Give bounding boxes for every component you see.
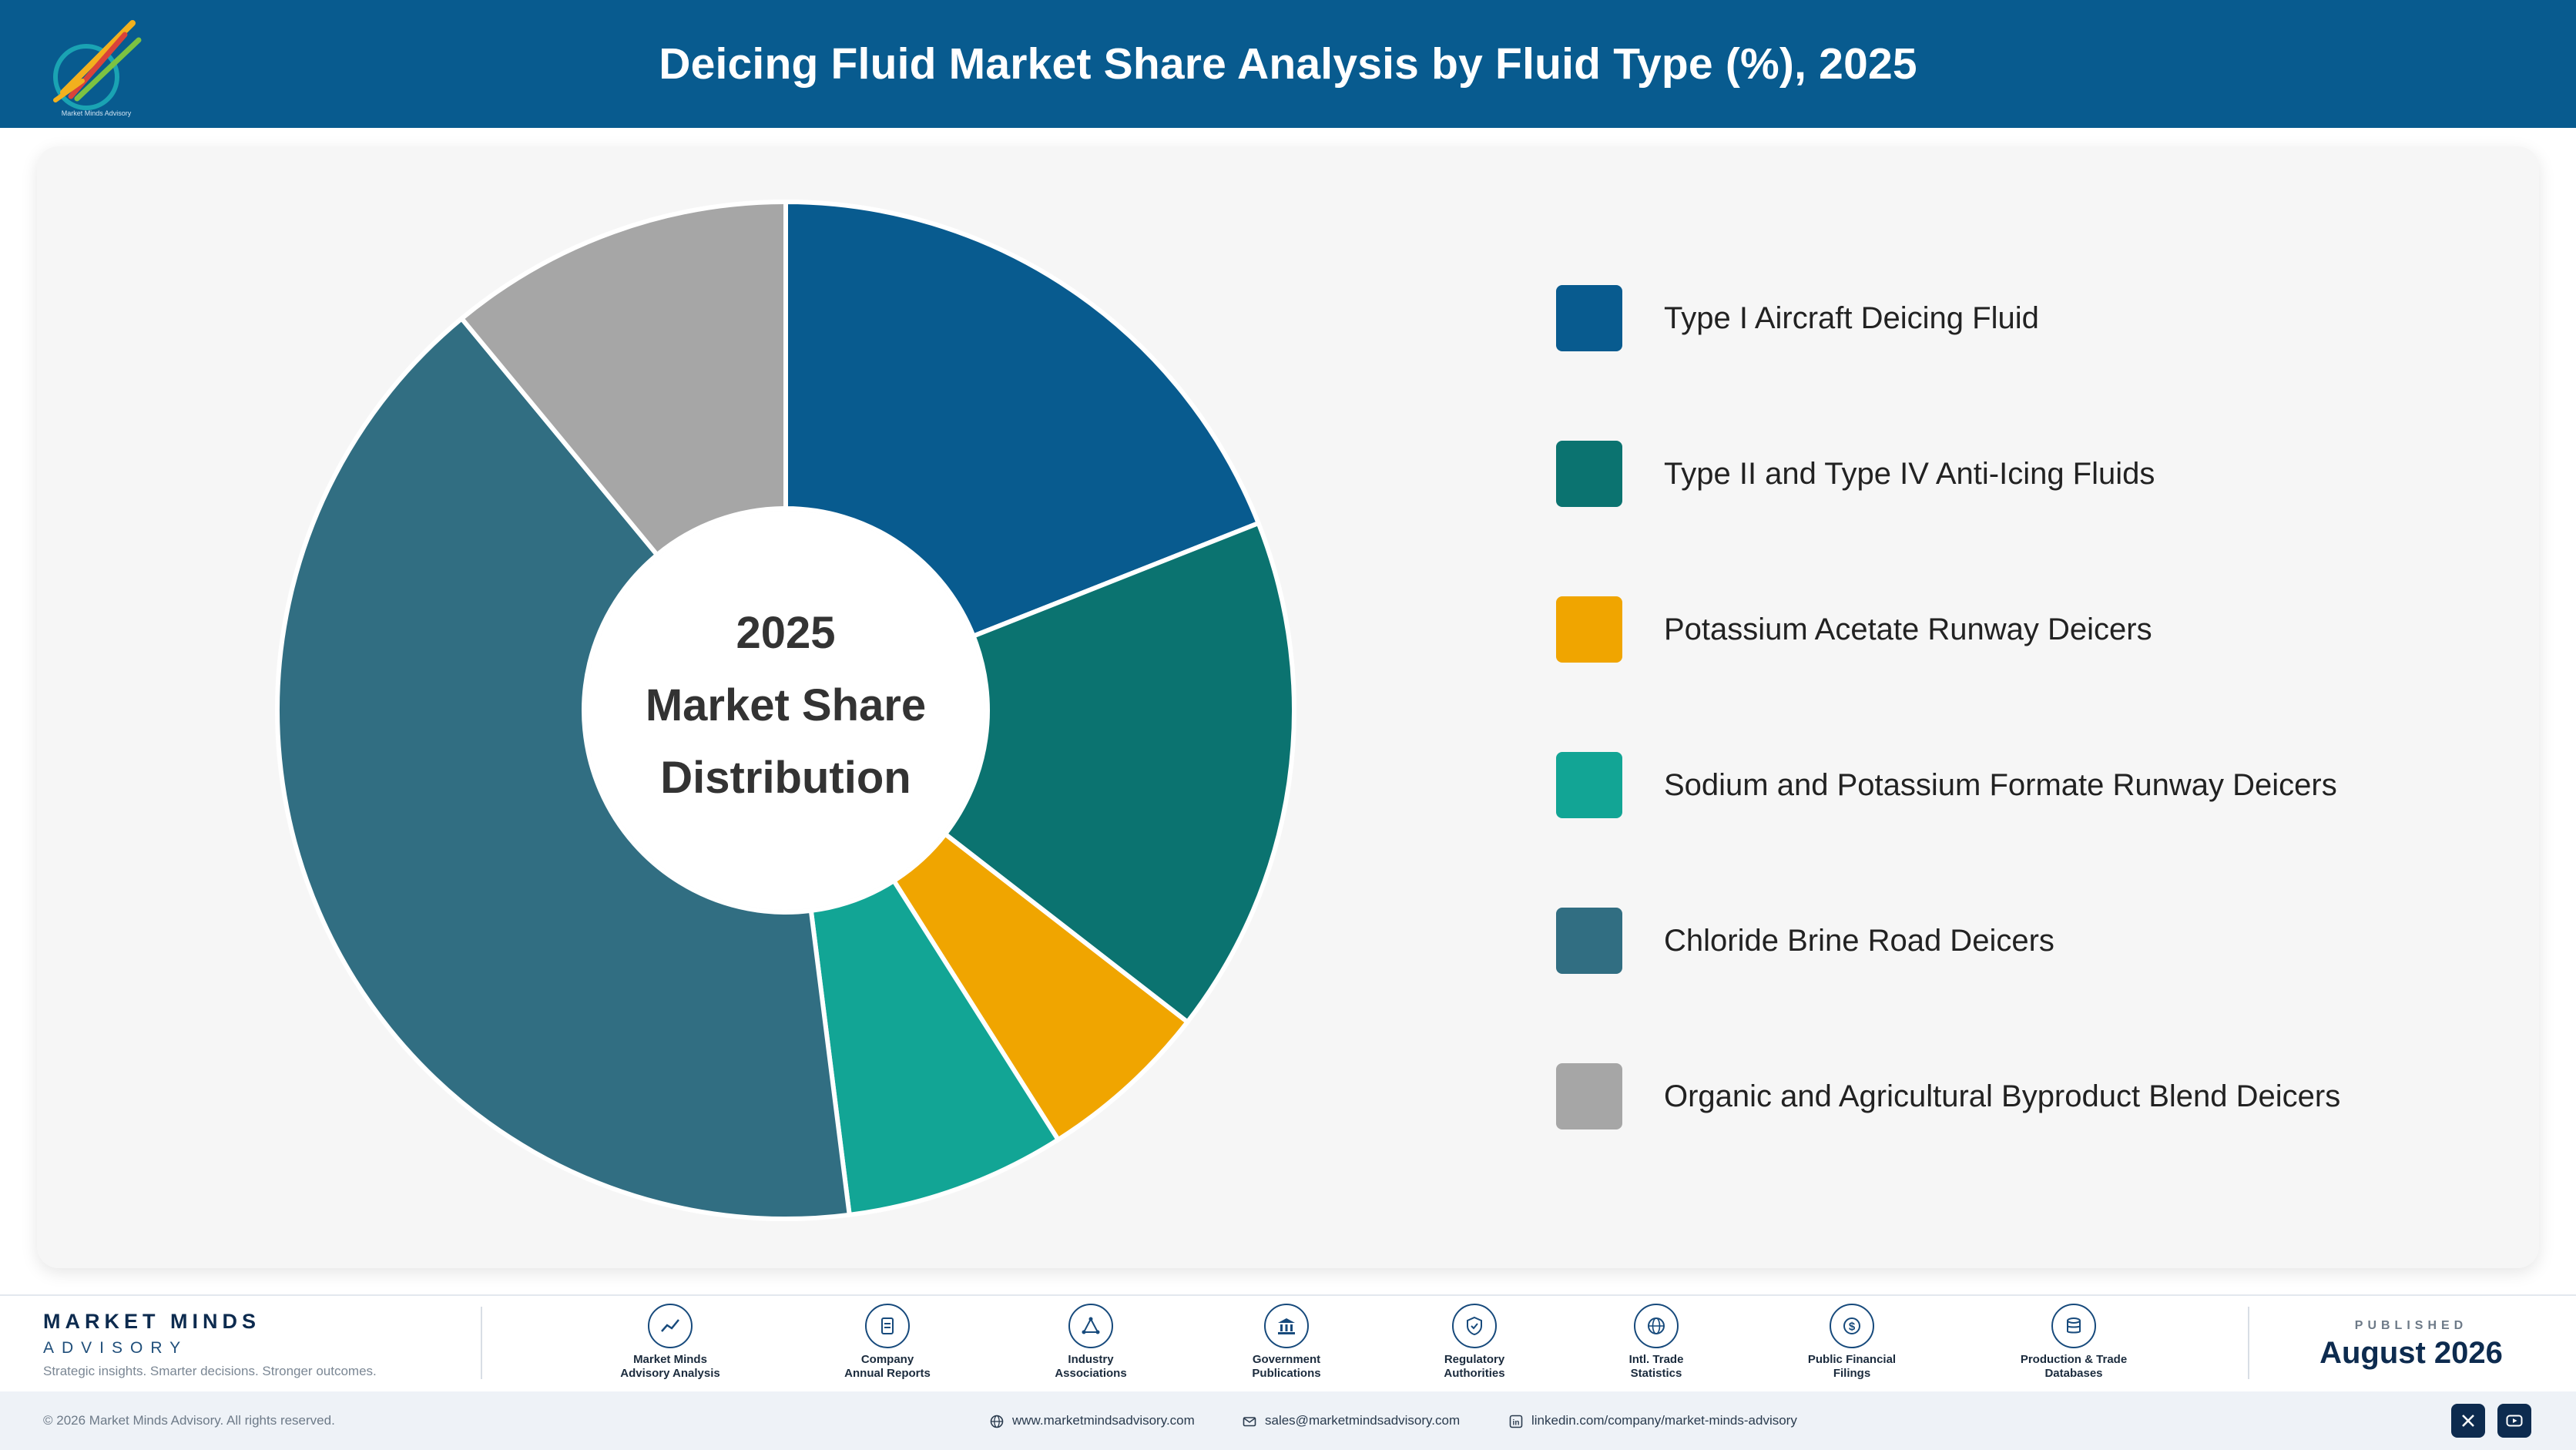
donut-slice [783, 199, 1262, 639]
center-label-line2: Market Share [645, 680, 927, 730]
center-label-line3: Distribution [660, 753, 911, 803]
source-label: Government [1252, 1353, 1321, 1366]
shield-check-icon [1452, 1304, 1497, 1348]
brand-name: MARKET MINDS [43, 1310, 260, 1333]
bottom-bar: © 2026 Market Minds Advisory. All rights… [0, 1391, 2576, 1450]
source-item: Market Minds Advisory Analysis [585, 1304, 755, 1381]
source-label: Publications [1252, 1367, 1321, 1380]
legend-item: Organic and Agricultural Byproduct Blend… [1556, 1063, 2480, 1129]
legend-swatch [1556, 441, 1622, 507]
legend-swatch [1556, 752, 1622, 818]
source-label: Statistics [1630, 1367, 1682, 1380]
legend-item: Potassium Acetate Runway Deicers [1556, 596, 2480, 663]
government-building-icon [1264, 1304, 1309, 1348]
dollar-coin-icon: $ [1830, 1304, 1874, 1348]
legend-item: Sodium and Potassium Formate Runway Deic… [1556, 752, 2480, 818]
source-item: Intl. Trade Statistics [1571, 1304, 1741, 1381]
legend-swatch [1556, 908, 1622, 974]
website-link[interactable]: www.marketmindsadvisory.com [989, 1391, 1195, 1450]
footer: MARKET MINDS ADVISORY Strategic insights… [0, 1296, 2576, 1391]
source-item: Production & Trade Databases [1989, 1304, 2158, 1381]
website-text: www.marketmindsadvisory.com [1012, 1413, 1195, 1428]
donut-slice [458, 199, 788, 559]
legend-swatch [1556, 596, 1622, 663]
document-icon [865, 1304, 910, 1348]
header-bar: Market Minds Advisory Deicing Fluid Mark… [0, 0, 2576, 128]
legend-label: Sodium and Potassium Formate Runway Deic… [1664, 768, 2337, 802]
svg-text:$: $ [1849, 1321, 1856, 1334]
donut-slice [275, 315, 853, 1222]
svg-text:in: in [1513, 1418, 1520, 1427]
source-item: Government Publications [1202, 1304, 1371, 1381]
donut-slice [808, 878, 1062, 1218]
legend-item: Type I Aircraft Deicing Fluid [1556, 285, 2480, 351]
footer-separator [2248, 1307, 2249, 1379]
copyright-text: © 2026 Market Minds Advisory. All rights… [43, 1413, 335, 1428]
company-logo: Market Minds Advisory [53, 20, 142, 117]
email-text: sales@marketmindsadvisory.com [1265, 1413, 1461, 1428]
legend-label: Type II and Type IV Anti-Icing Fluids [1664, 457, 2155, 491]
legend-swatch [1556, 285, 1622, 351]
brand-subtitle: ADVISORY [43, 1339, 189, 1357]
source-label: Filings [1833, 1367, 1871, 1380]
email-link[interactable]: sales@marketmindsadvisory.com [1242, 1391, 1460, 1450]
x-logo-icon [2462, 1415, 2474, 1427]
legend-label: Potassium Acetate Runway Deicers [1664, 613, 2152, 646]
legend-swatch [1556, 1063, 1622, 1129]
legend-label: Organic and Agricultural Byproduct Blend… [1664, 1079, 2341, 1113]
donut-chart [275, 199, 1296, 1222]
published-label: PUBLISHED [2354, 1319, 2468, 1332]
source-label: Authorities [1444, 1367, 1505, 1380]
source-label: Associations [1055, 1367, 1127, 1380]
source-label: Advisory Analysis [620, 1367, 720, 1380]
x-social-button[interactable] [2451, 1404, 2485, 1438]
chart-trend-icon [648, 1304, 693, 1348]
legend-item: Type II and Type IV Anti-Icing Fluids [1556, 441, 2480, 507]
svg-text:Market Minds Advisory: Market Minds Advisory [62, 109, 132, 117]
page-title: Deicing Fluid Market Share Analysis by F… [659, 39, 1917, 89]
source-item: Regulatory Authorities [1390, 1304, 1559, 1381]
donut-slice [941, 520, 1296, 1025]
globe-icon [1634, 1304, 1679, 1348]
source-item: Industry Associations [1006, 1304, 1176, 1381]
donut-center-label: 2025 Market Share Distribution [585, 597, 986, 814]
center-label-year: 2025 [736, 608, 836, 658]
source-label: Company [860, 1353, 914, 1366]
source-label: Databases [2044, 1367, 2103, 1380]
network-icon [1068, 1304, 1113, 1348]
source-label: Regulatory [1444, 1353, 1505, 1366]
source-label: Industry [1068, 1353, 1114, 1366]
linkedin-text: linkedin.com/company/market-minds-adviso… [1531, 1413, 1797, 1428]
source-label: Market Minds [633, 1353, 707, 1366]
legend-label: Type I Aircraft Deicing Fluid [1664, 301, 2039, 335]
youtube-social-button[interactable] [2497, 1404, 2531, 1438]
source-label: Intl. Trade [1628, 1353, 1684, 1366]
database-icon [2051, 1304, 2096, 1348]
source-label: Annual Reports [844, 1367, 931, 1380]
source-item: Company Annual Reports [803, 1304, 972, 1381]
legend-label: Chloride Brine Road Deicers [1664, 924, 2054, 958]
source-label: Public Financial [1807, 1353, 1897, 1366]
youtube-icon [2506, 1415, 2523, 1427]
mail-icon [1243, 1416, 1256, 1426]
legend-item: Chloride Brine Road Deicers [1556, 908, 2480, 974]
source-item: $ Public Financial Filings [1767, 1304, 1937, 1381]
footer-separator [481, 1307, 482, 1379]
published-date: August 2026 [2319, 1336, 2503, 1370]
brand-tagline: Strategic insights. Smarter decisions. S… [43, 1364, 377, 1378]
donut-hole [586, 511, 985, 910]
linkedin-icon: in [1509, 1415, 1523, 1428]
source-label: Production & Trade [2020, 1353, 2128, 1366]
footer-divider [0, 1294, 2576, 1296]
linkedin-link[interactable]: in linkedin.com/company/market-minds-advi… [1508, 1391, 1797, 1450]
globe-icon [990, 1415, 1004, 1428]
